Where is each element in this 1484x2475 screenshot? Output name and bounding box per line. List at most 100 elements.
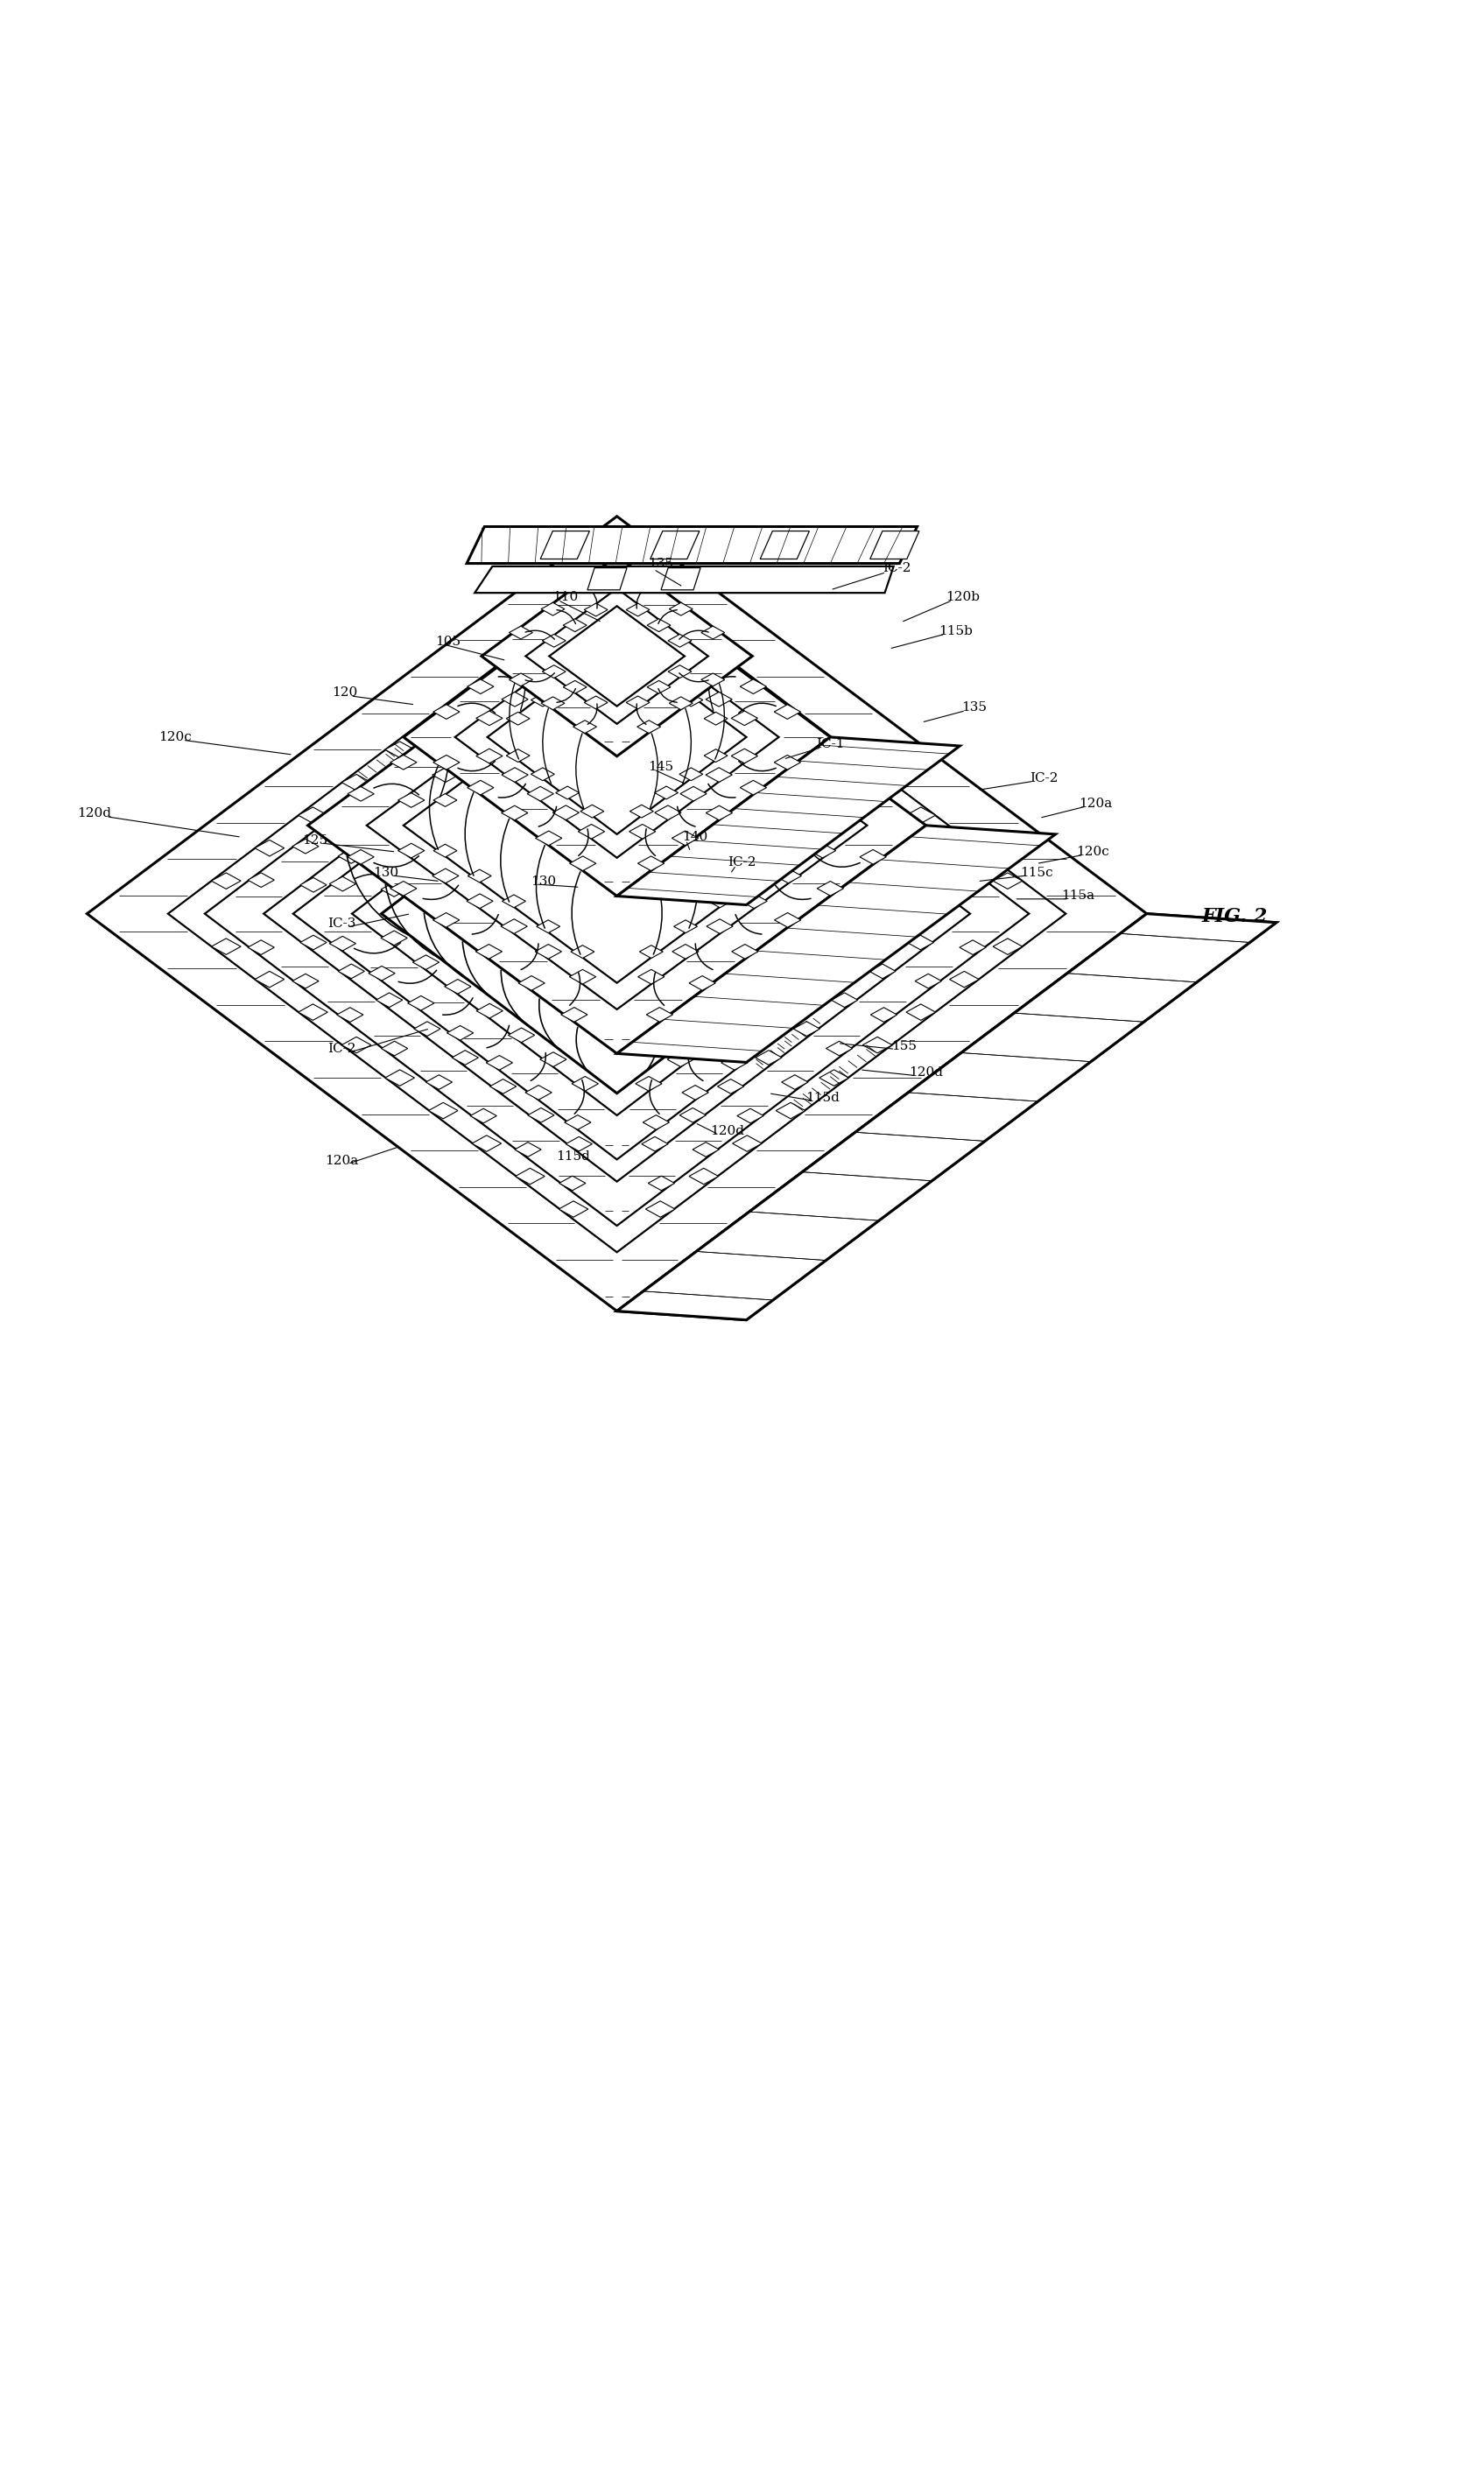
Polygon shape [475, 693, 502, 705]
Polygon shape [549, 606, 684, 705]
Polygon shape [540, 532, 589, 559]
Text: IC-3: IC-3 [328, 918, 356, 931]
Polygon shape [680, 787, 706, 802]
Polygon shape [536, 945, 561, 958]
Polygon shape [375, 992, 402, 1007]
Polygon shape [467, 869, 491, 884]
Text: 125: 125 [303, 834, 328, 846]
Text: 110: 110 [552, 592, 579, 604]
Polygon shape [476, 1002, 503, 1017]
Polygon shape [870, 963, 896, 978]
Polygon shape [643, 698, 669, 713]
Polygon shape [585, 604, 607, 616]
Text: IC-2: IC-2 [727, 856, 757, 869]
Polygon shape [211, 874, 240, 889]
Polygon shape [637, 720, 660, 733]
Polygon shape [476, 809, 503, 824]
Polygon shape [907, 807, 935, 824]
Polygon shape [531, 693, 555, 705]
Text: 145: 145 [649, 760, 674, 772]
Polygon shape [481, 557, 752, 757]
Polygon shape [476, 750, 503, 762]
Polygon shape [689, 1168, 718, 1186]
Polygon shape [818, 755, 843, 770]
Polygon shape [347, 849, 374, 864]
Polygon shape [429, 1101, 459, 1119]
Polygon shape [542, 698, 564, 710]
Text: 120d: 120d [711, 1126, 745, 1138]
Polygon shape [329, 876, 356, 891]
Polygon shape [706, 718, 733, 733]
Polygon shape [447, 1025, 473, 1040]
Polygon shape [475, 945, 502, 958]
Polygon shape [654, 787, 678, 799]
Polygon shape [433, 723, 460, 738]
Polygon shape [562, 619, 586, 631]
Polygon shape [741, 780, 767, 794]
Polygon shape [672, 945, 699, 958]
Polygon shape [617, 913, 1276, 1319]
Polygon shape [542, 634, 565, 646]
Polygon shape [398, 792, 424, 807]
Polygon shape [706, 767, 732, 782]
Polygon shape [580, 656, 604, 668]
Polygon shape [536, 693, 561, 705]
Polygon shape [518, 661, 545, 676]
Polygon shape [384, 1069, 414, 1087]
Polygon shape [776, 1101, 806, 1119]
Text: 135: 135 [649, 557, 674, 569]
Polygon shape [638, 604, 665, 619]
Polygon shape [381, 735, 852, 1094]
Polygon shape [381, 931, 407, 945]
Polygon shape [776, 708, 806, 725]
Polygon shape [404, 579, 831, 896]
Polygon shape [570, 970, 597, 985]
Polygon shape [555, 787, 579, 799]
Polygon shape [88, 517, 1147, 1312]
Polygon shape [763, 834, 789, 849]
Text: 120d: 120d [77, 807, 111, 819]
Polygon shape [950, 970, 979, 988]
Polygon shape [699, 785, 726, 799]
Polygon shape [760, 787, 787, 802]
Polygon shape [669, 601, 693, 616]
Polygon shape [552, 804, 579, 819]
Text: 135: 135 [962, 700, 987, 713]
Polygon shape [794, 1022, 819, 1037]
Polygon shape [660, 567, 700, 589]
Polygon shape [717, 733, 743, 747]
Polygon shape [708, 742, 732, 755]
Polygon shape [993, 874, 1022, 889]
Polygon shape [680, 767, 703, 780]
Polygon shape [680, 673, 706, 688]
Polygon shape [800, 995, 827, 1010]
Polygon shape [453, 1049, 478, 1064]
Polygon shape [721, 1054, 748, 1069]
Polygon shape [703, 750, 727, 762]
Text: 115a: 115a [1061, 891, 1094, 903]
Polygon shape [502, 693, 528, 705]
Polygon shape [413, 955, 439, 970]
Polygon shape [390, 881, 417, 896]
Polygon shape [732, 945, 758, 958]
Polygon shape [329, 936, 356, 950]
Polygon shape [741, 893, 767, 908]
Polygon shape [337, 804, 364, 819]
Polygon shape [525, 728, 552, 742]
Polygon shape [629, 656, 653, 668]
Polygon shape [500, 918, 527, 933]
Polygon shape [689, 975, 715, 990]
Polygon shape [292, 839, 319, 854]
Polygon shape [570, 604, 597, 619]
Polygon shape [775, 755, 801, 770]
Polygon shape [775, 723, 801, 738]
Polygon shape [509, 673, 533, 686]
Polygon shape [700, 673, 724, 686]
Polygon shape [794, 955, 821, 970]
Polygon shape [871, 804, 896, 819]
Polygon shape [447, 787, 473, 802]
Polygon shape [475, 567, 893, 594]
Polygon shape [248, 874, 275, 889]
Polygon shape [647, 681, 671, 693]
Polygon shape [580, 804, 604, 817]
